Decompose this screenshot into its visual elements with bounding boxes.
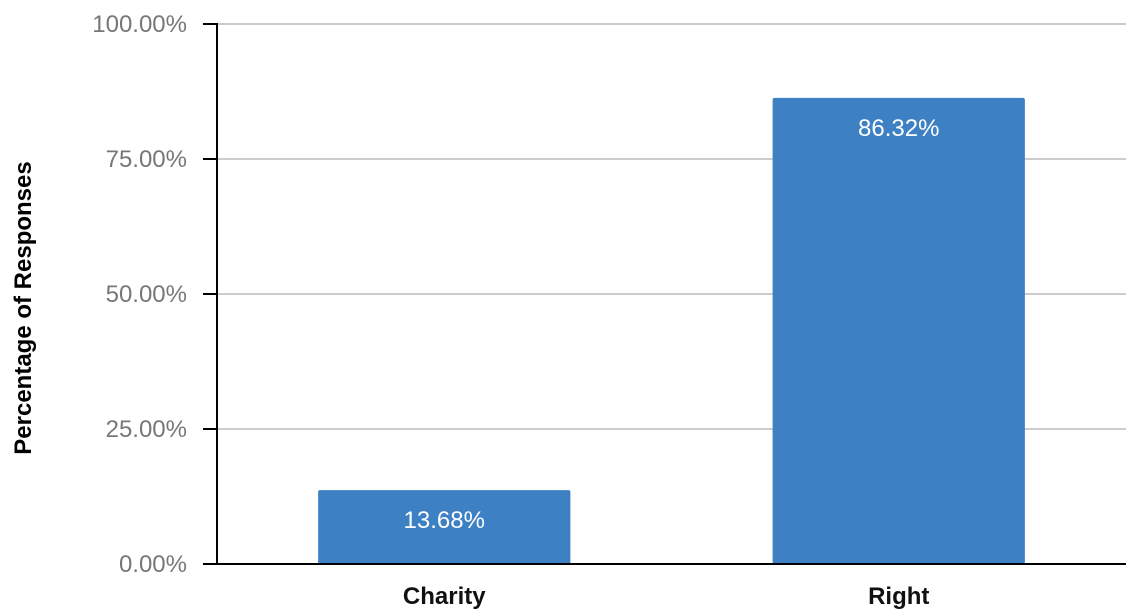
bar-right [772, 97, 1025, 564]
bars [318, 97, 1025, 564]
bar-charity [318, 490, 571, 564]
bar-data-label: 86.32% [858, 115, 939, 142]
x-tick-label: Right [868, 583, 929, 610]
y-tick-labels: 0.00% 25.00% 50.00% 75.00% 100.00% [92, 11, 187, 578]
x-tick-label: Charity [403, 583, 486, 610]
y-tick-label: 0.00% [119, 551, 187, 578]
y-tick-label: 75.00% [106, 146, 187, 173]
y-tick-label: 50.00% [106, 281, 187, 308]
bar-data-label: 13.68% [404, 507, 485, 534]
y-tick-label: 25.00% [106, 416, 187, 443]
axes [203, 23, 1126, 565]
x-tick-labels: Charity Right [403, 583, 930, 610]
y-tick-label: 100.00% [92, 11, 187, 38]
y-axis-title: Percentage of Responses [10, 161, 37, 454]
bar-data-labels: 13.68% 86.32% [404, 115, 940, 534]
